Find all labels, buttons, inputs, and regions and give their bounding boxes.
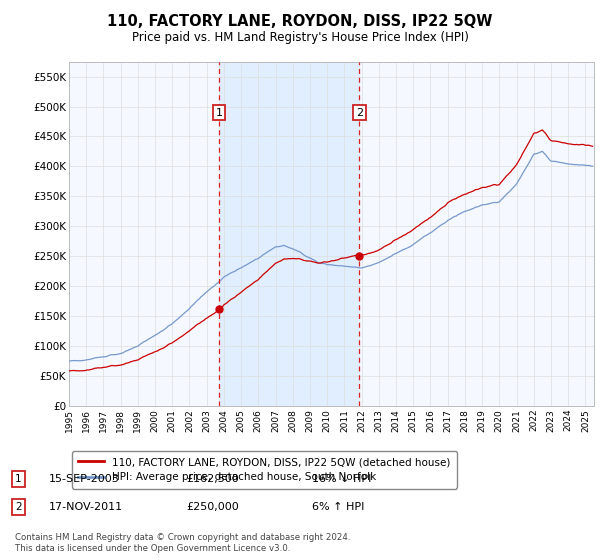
Text: 1: 1 [15,474,22,484]
Text: 16% ↓ HPI: 16% ↓ HPI [312,474,371,484]
Text: 2: 2 [356,108,363,118]
Text: 2: 2 [15,502,22,512]
Text: 1: 1 [215,108,223,118]
Text: 6% ↑ HPI: 6% ↑ HPI [312,502,364,512]
Text: Contains HM Land Registry data © Crown copyright and database right 2024.
This d: Contains HM Land Registry data © Crown c… [15,533,350,553]
Text: Price paid vs. HM Land Registry's House Price Index (HPI): Price paid vs. HM Land Registry's House … [131,31,469,44]
Text: £162,500: £162,500 [186,474,239,484]
Legend: 110, FACTORY LANE, ROYDON, DISS, IP22 5QW (detached house), HPI: Average price, : 110, FACTORY LANE, ROYDON, DISS, IP22 5Q… [71,451,457,488]
Text: 15-SEP-2003: 15-SEP-2003 [49,474,120,484]
Text: 110, FACTORY LANE, ROYDON, DISS, IP22 5QW: 110, FACTORY LANE, ROYDON, DISS, IP22 5Q… [107,14,493,29]
Text: £250,000: £250,000 [186,502,239,512]
Bar [219,62,359,406]
Text: 17-NOV-2011: 17-NOV-2011 [49,502,124,512]
